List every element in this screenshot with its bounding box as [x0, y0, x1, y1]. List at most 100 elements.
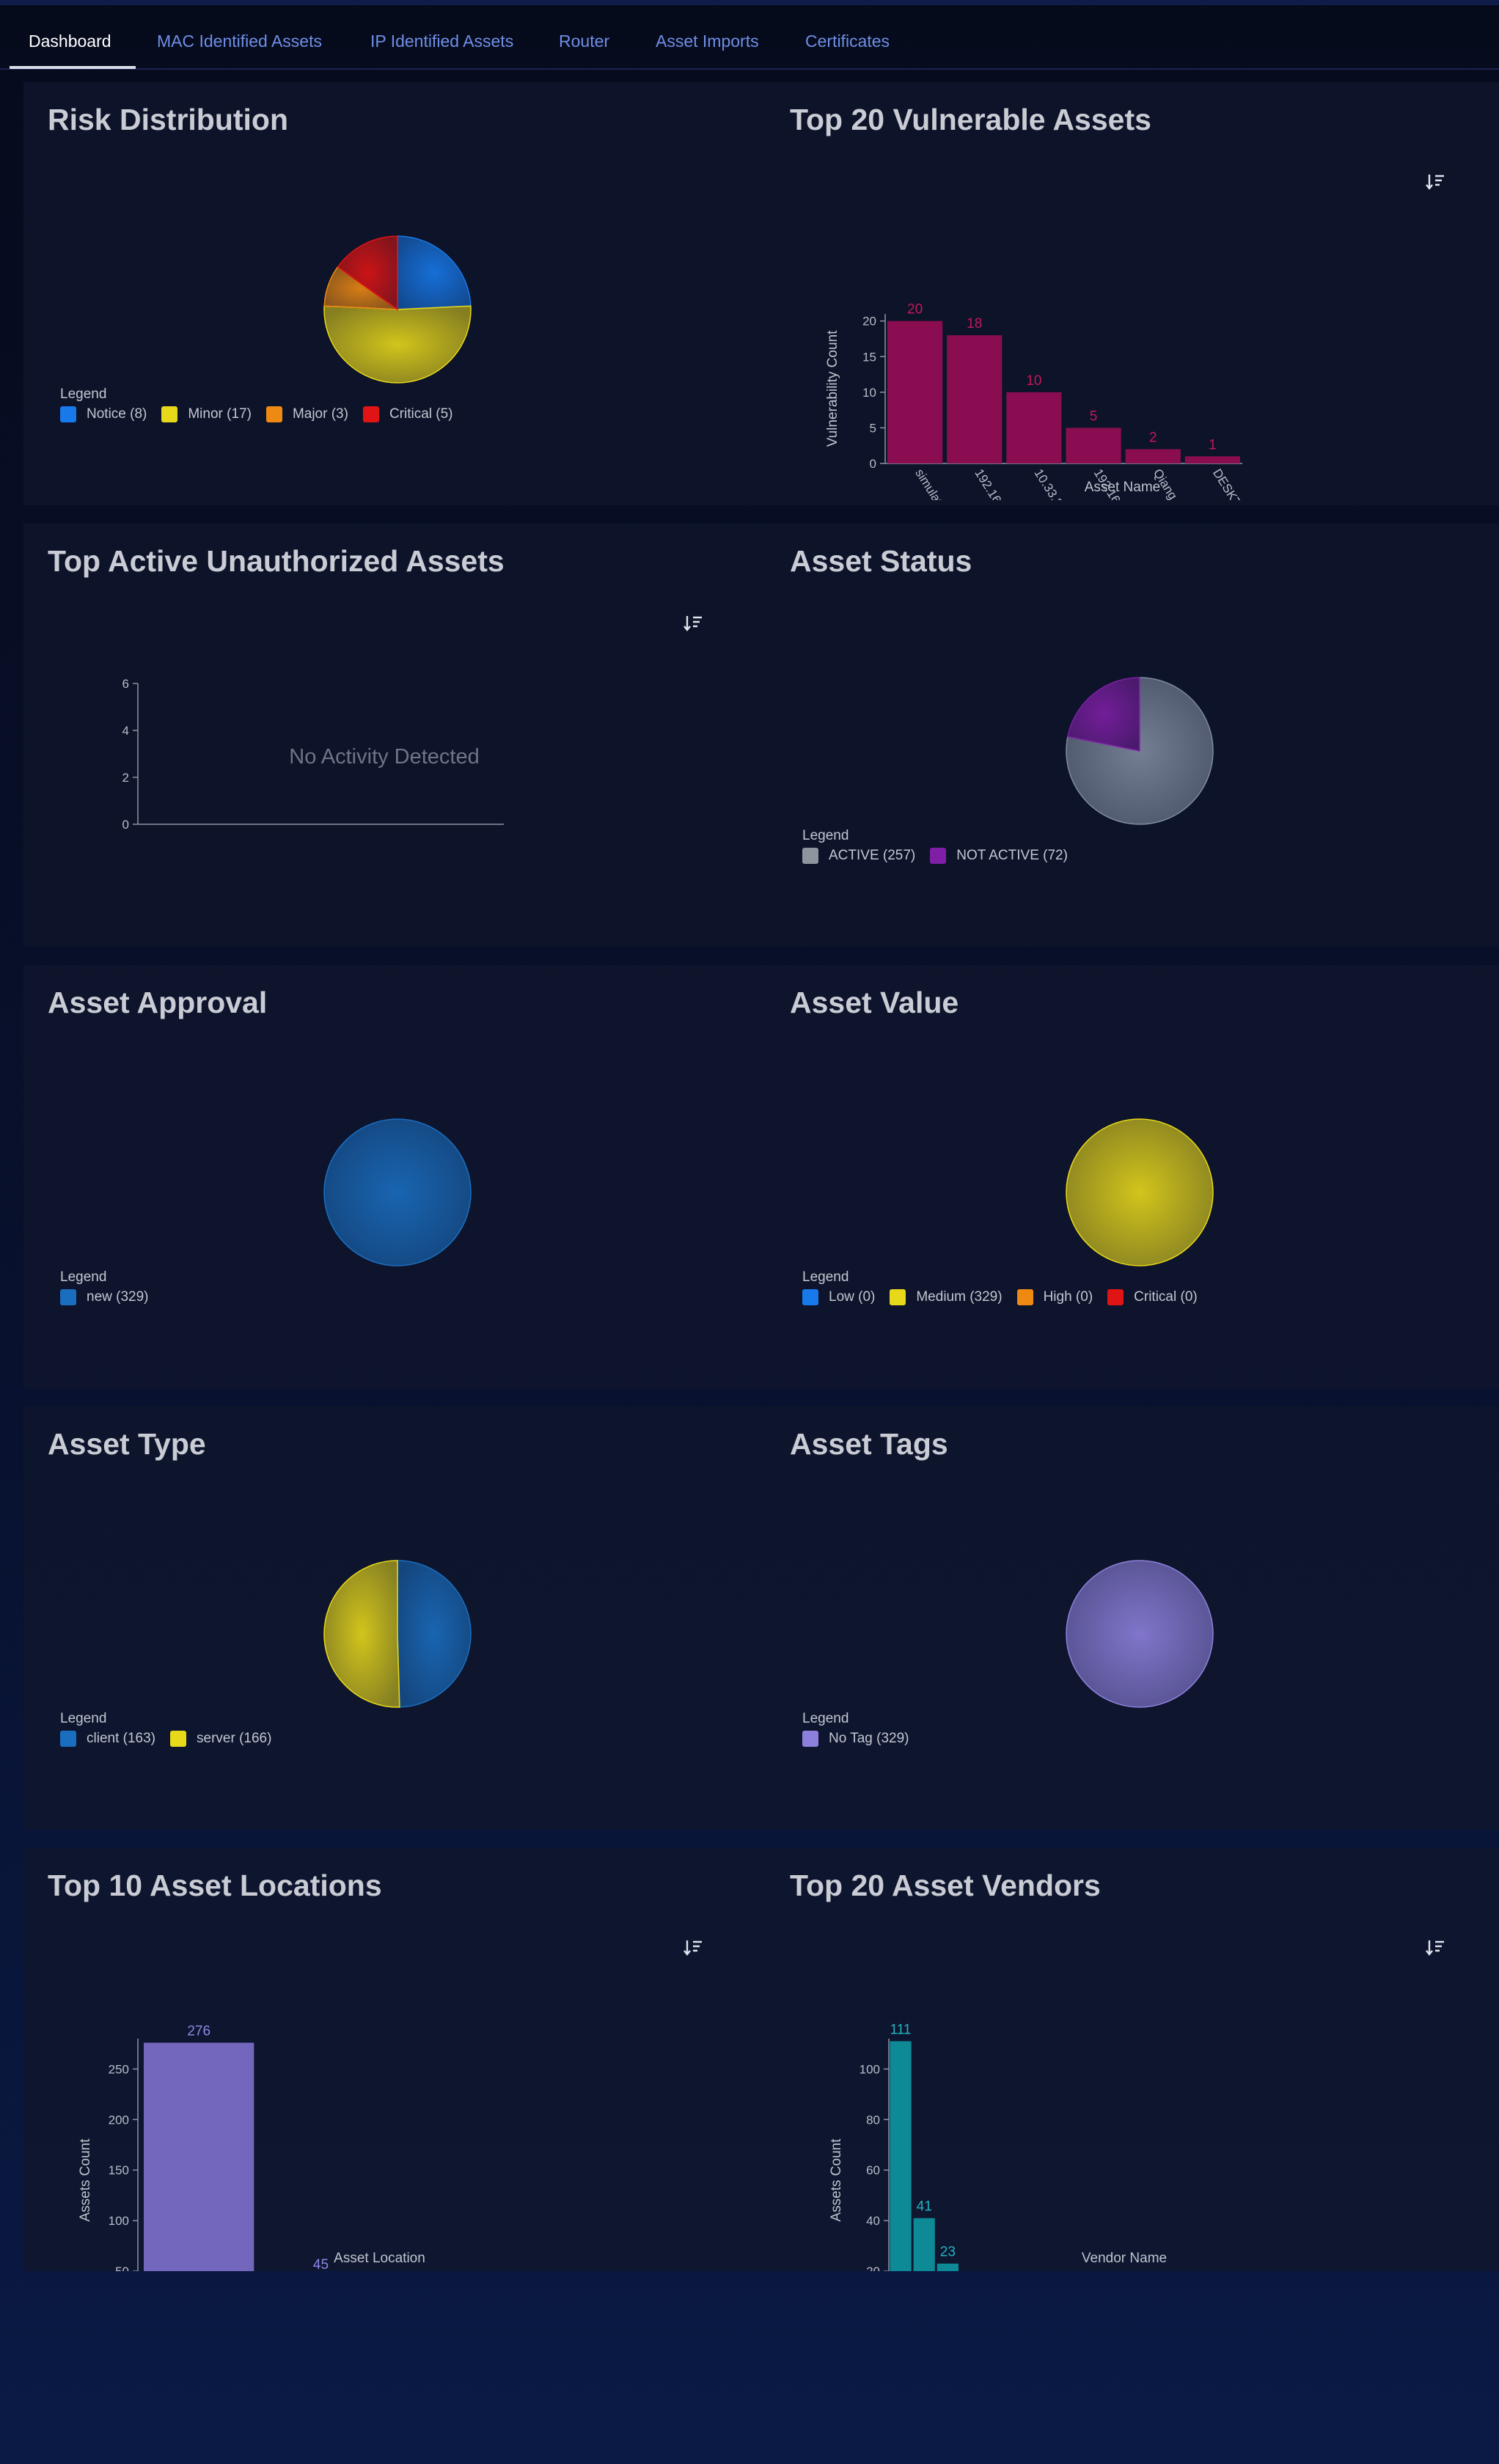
legend-item-critical[interactable]: Critical (5) [362, 406, 453, 422]
legend-label: Low (0) [829, 1289, 876, 1305]
tab-asset-imports[interactable]: Asset Imports [656, 32, 759, 51]
bar[interactable] [1184, 456, 1240, 463]
top-vulnerable-assets-panel: Top 20 Vulnerable Assets 0 5 10 15 20 20 simul… [766, 82, 1499, 505]
panel-title: Asset Approval [48, 986, 268, 1019]
x-tick-label: DESKTOP-MB... [1210, 466, 1271, 500]
x-axis-title: Asset Location [334, 2251, 425, 2266]
y-tick-label: 100 [109, 2214, 129, 2228]
legend-item-major[interactable]: Major (3) [265, 406, 348, 422]
top-accent-bar [0, 0, 1499, 5]
y-tick-label: 40 [866, 2214, 880, 2228]
y-tick-label: 2 [122, 771, 129, 785]
legend-item-notice[interactable]: Notice (8) [60, 406, 147, 422]
tab-router[interactable]: Router [559, 32, 610, 51]
bar-value-label: 18 [967, 316, 982, 331]
type-legend: client (163) server (166) [60, 1731, 286, 1747]
status-legend: ACTIVE (257) NOT ACTIVE (72) [802, 848, 1082, 864]
legend-item-active[interactable]: ACTIVE (257) [802, 848, 915, 864]
legend-swatch [1107, 1289, 1124, 1305]
pie-slice-client[interactable] [397, 1560, 472, 1708]
bar[interactable] [144, 2042, 254, 2271]
tab-dashboard[interactable]: Dashboard [29, 32, 111, 51]
bar-value-label: 111 [890, 2022, 912, 2037]
y-tick-label: 250 [109, 2062, 129, 2076]
sort-icon[interactable] [683, 613, 704, 634]
legend-item-critical[interactable]: Critical (0) [1107, 1289, 1198, 1305]
tab-certificates[interactable]: Certificates [805, 32, 890, 51]
legend-item-not-active[interactable]: NOT ACTIVE (72) [930, 848, 1068, 864]
pie-slice-medium[interactable] [1066, 1118, 1214, 1266]
y-axis-title: Assets Count [829, 2138, 844, 2222]
bar[interactable] [1066, 428, 1121, 463]
panel-title: Top 20 Vulnerable Assets [790, 103, 1151, 136]
bar-value-label: 5 [1090, 408, 1098, 424]
legend-item-new[interactable]: new (329) [60, 1289, 149, 1305]
legend-item-minor[interactable]: Minor (17) [161, 406, 252, 422]
sort-icon[interactable] [1426, 172, 1446, 192]
pie-slice-no-tag[interactable] [1066, 1560, 1214, 1708]
legend-swatch [930, 848, 947, 864]
bar[interactable] [937, 2263, 959, 2271]
legend-title: Legend [60, 1269, 107, 1285]
pie-slice-critical[interactable] [337, 235, 398, 311]
legend-title: Legend [802, 1711, 849, 1726]
legend-item-low[interactable]: Low (0) [802, 1289, 875, 1305]
bar[interactable] [1125, 449, 1181, 463]
y-tick-label: 80 [866, 2113, 880, 2127]
pie-slice-notice[interactable] [397, 235, 472, 310]
legend-swatch [60, 1289, 76, 1305]
panel-title: Top Active Unauthorized Assets [48, 544, 505, 578]
bar[interactable] [887, 320, 943, 463]
y-tick-label: 4 [122, 724, 129, 738]
top-asset-locations-panel: Top 10 Asset Locations 05010015020025027… [23, 1848, 766, 2271]
legend-title: Legend [60, 386, 107, 402]
legend-swatch [161, 406, 178, 422]
tab-ip-identified-assets[interactable]: IP Identified Assets [370, 32, 514, 51]
panel-title: Top 10 Asset Locations [48, 1869, 382, 1902]
approval-pie-chart[interactable] [302, 1097, 493, 1288]
legend-swatch [802, 848, 818, 864]
risk-pie-chart[interactable] [302, 214, 493, 405]
x-tick-label: 10.33.2.5 [1032, 466, 1071, 500]
bar-value-label: 45 [313, 2257, 329, 2271]
y-tick-label: 100 [860, 2062, 880, 2076]
legend-item-high[interactable]: High (0) [1016, 1289, 1093, 1305]
sort-icon[interactable] [683, 1937, 704, 1958]
bar-value-label: 1 [1209, 437, 1217, 452]
legend-item-server[interactable]: server (166) [170, 1731, 271, 1747]
sort-icon[interactable] [1426, 1937, 1446, 1958]
legend-swatch [170, 1731, 186, 1747]
bar[interactable] [890, 2041, 912, 2271]
y-tick-label: 5 [870, 421, 876, 435]
bar[interactable] [947, 335, 1003, 463]
tags-legend: No Tag (329) [802, 1731, 924, 1747]
pie-slice-new[interactable] [323, 1118, 472, 1266]
top-asset-vendors-panel: Top 20 Asset Vendors 020406080100111VMwa… [766, 1848, 1499, 2271]
vendors-bar-chart: 020406080100111VMware, Inc.41Locally Ass… [829, 2022, 1167, 2271]
legend-label: Minor (17) [188, 406, 252, 422]
tags-pie-chart[interactable] [1044, 1539, 1235, 1729]
y-tick-label: 15 [862, 350, 876, 364]
pie-slice-server[interactable] [323, 1560, 400, 1708]
legend-swatch [802, 1289, 818, 1305]
tab-mac-identified-assets[interactable]: MAC Identified Assets [157, 32, 322, 51]
status-pie-chart[interactable] [1044, 656, 1235, 846]
value-pie-chart[interactable] [1044, 1097, 1235, 1288]
bar[interactable] [913, 2218, 935, 2271]
y-tick-label: 150 [109, 2163, 129, 2177]
type-pie-chart[interactable] [302, 1539, 493, 1729]
bar[interactable] [1006, 392, 1062, 463]
legend-item-medium[interactable]: Medium (329) [890, 1289, 1003, 1305]
legend-swatch [890, 1289, 906, 1305]
pie-slice-not-active[interactable] [1067, 677, 1140, 752]
legend-label: server (166) [197, 1731, 272, 1746]
panel-title: Risk Distribution [48, 103, 289, 136]
y-tick-label: 20 [866, 2265, 880, 2271]
legend-item-no-tag[interactable]: No Tag (329) [802, 1731, 909, 1747]
bar-value-label: 41 [917, 2199, 932, 2215]
pie-slice-minor[interactable] [323, 305, 472, 384]
legend-label: High (0) [1043, 1289, 1093, 1305]
legend-label: Critical (5) [389, 406, 453, 422]
legend-item-client[interactable]: client (163) [60, 1731, 155, 1747]
legend-title: Legend [60, 1711, 107, 1726]
